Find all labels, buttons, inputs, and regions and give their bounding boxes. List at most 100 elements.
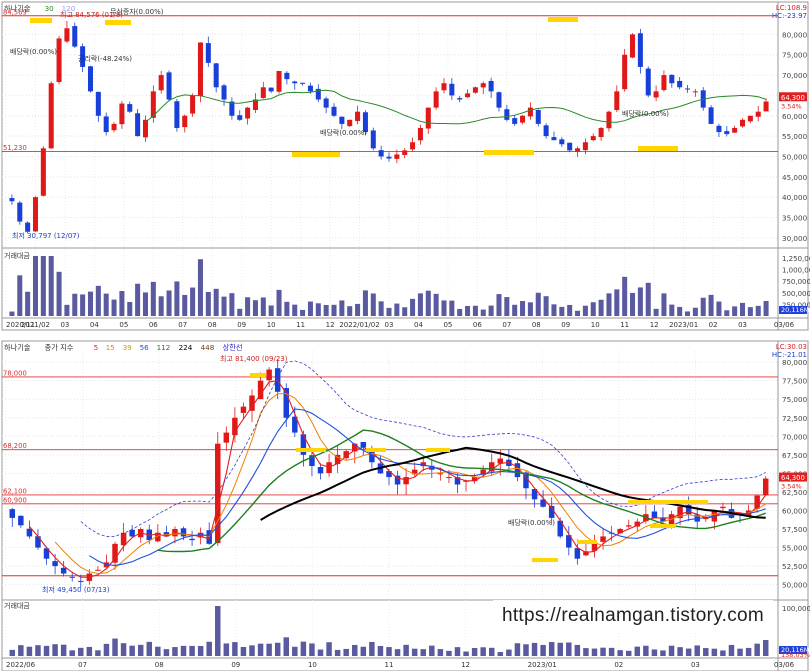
volume-bar	[300, 641, 307, 656]
volume-bar	[158, 296, 164, 316]
candle-body	[762, 478, 769, 496]
candle-body	[352, 443, 358, 452]
y-tick-label: 75,000	[782, 51, 808, 60]
candle-body	[449, 83, 455, 96]
x-tick-label: 04	[90, 321, 99, 329]
candle-body	[112, 543, 118, 563]
candle-body	[9, 509, 16, 518]
candle-body	[606, 111, 612, 129]
annotation-label: 최고 84,576 (01/8)	[60, 10, 123, 19]
volume-bar	[249, 645, 255, 656]
candle-body	[543, 125, 549, 137]
volume-bar	[276, 289, 282, 316]
volume-title: 거래대금	[4, 601, 30, 610]
annotation-label: 최고 81,400 (09/23)	[220, 354, 288, 363]
volume-bar	[634, 646, 641, 656]
volume-bar	[127, 301, 133, 316]
candle-body	[582, 142, 588, 151]
candle-body	[323, 98, 329, 108]
volume-bar	[174, 281, 180, 316]
x-tick-label: 03/06	[774, 321, 795, 329]
volume-bar	[52, 644, 58, 656]
volume-bar	[245, 297, 251, 316]
candle-body	[454, 477, 461, 485]
volume-tick-label: 1,250,000	[782, 255, 810, 263]
candle-body	[685, 88, 691, 90]
moving-average-line	[28, 380, 767, 578]
volume-bar	[32, 256, 39, 316]
y-tick-label: 80,000	[782, 30, 808, 39]
candle-body	[56, 38, 62, 82]
candle-body	[245, 107, 251, 119]
candle-body	[129, 529, 135, 537]
candle-body	[394, 154, 400, 159]
candle-body	[309, 455, 315, 466]
watermark-url: https://realnamgan.tistory.com	[493, 600, 773, 632]
volume-bar	[9, 311, 15, 316]
candle-body	[166, 72, 172, 100]
volume-bar	[403, 644, 409, 656]
annotation-label: 권리락(-48.24%)	[78, 54, 132, 63]
volume-bar	[643, 645, 649, 656]
volume-bar	[166, 290, 172, 316]
volume-bar	[103, 293, 109, 316]
volume-bar	[630, 292, 636, 316]
annotation-label: 최저 49,450 (07/13)	[42, 585, 110, 594]
volume-current-label: 20,116M	[781, 306, 809, 314]
volume-bar	[488, 305, 494, 316]
volume-bar	[323, 305, 329, 316]
candle-body	[142, 119, 148, 138]
volume-bar	[441, 300, 447, 316]
volume-bar	[386, 307, 392, 316]
candle-body	[197, 42, 203, 97]
candle-body	[548, 505, 555, 518]
volume-bar	[512, 304, 518, 316]
candle-body	[69, 576, 75, 578]
volume-bar	[720, 650, 726, 656]
candle-body	[590, 136, 596, 141]
volume-bar	[677, 647, 683, 656]
candle-body	[360, 441, 367, 448]
x-tick-label: 12	[650, 321, 659, 329]
candle-body	[369, 450, 375, 463]
volume-bar	[240, 646, 247, 656]
candle-body	[103, 116, 109, 133]
candle-body	[557, 520, 563, 537]
candle-body	[410, 142, 416, 150]
volume-current-tag	[779, 306, 807, 314]
legend-entry: 224	[179, 343, 193, 352]
volume-bar	[142, 292, 148, 316]
volume-bar	[347, 306, 353, 316]
candle-body	[551, 137, 557, 141]
x-tick-label: 03	[691, 661, 700, 669]
volume-bar	[465, 306, 471, 316]
candle-body	[520, 115, 526, 123]
volume-bar	[103, 643, 110, 656]
volume-bar	[206, 641, 212, 656]
highlight-marker	[484, 150, 534, 155]
candle-body	[370, 130, 376, 149]
volume-bar	[137, 644, 144, 656]
annotation-label: 배당락(0.00%)	[10, 47, 57, 56]
candle-body	[32, 197, 39, 232]
candle-body	[40, 148, 46, 196]
x-tick-label: 2020/11	[6, 321, 35, 329]
candle-body	[716, 125, 722, 133]
candle-body	[622, 54, 628, 90]
highlight-marker	[292, 152, 340, 157]
candle-body	[205, 43, 211, 63]
moving-average-line	[54, 393, 766, 575]
candle-body	[403, 477, 409, 485]
volume-bar	[520, 301, 526, 316]
volume-bar	[283, 637, 289, 656]
y-tick-label: 40,000	[782, 193, 808, 202]
candle-body	[80, 46, 86, 67]
volume-bar	[360, 646, 367, 656]
candle-body	[523, 472, 529, 489]
level-label: 78,000	[3, 369, 27, 377]
candle-body	[527, 107, 533, 117]
x-tick-label: 02	[614, 661, 623, 669]
candle-body	[240, 406, 247, 413]
candle-body	[18, 515, 24, 526]
